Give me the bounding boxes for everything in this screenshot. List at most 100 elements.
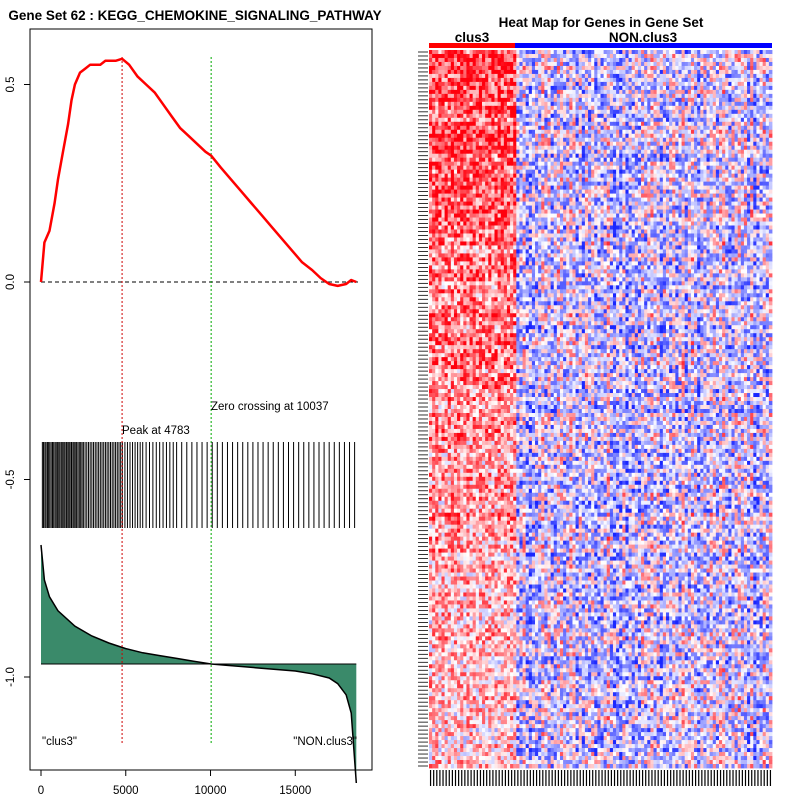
heatmap-cell [709, 73, 714, 79]
heatmap-cell [503, 145, 508, 151]
heatmap-cell [750, 125, 754, 131]
heatmap-cell [516, 165, 520, 171]
heatmap-cell [637, 89, 642, 95]
heatmap-cell [556, 213, 561, 218]
heatmap-cell [728, 201, 732, 206]
heatmap-cell [725, 125, 729, 131]
heatmap-cell [432, 149, 436, 155]
heatmap-cell [584, 177, 589, 183]
heatmap-cell [768, 113, 773, 119]
heatmap-cell [634, 85, 639, 91]
heatmap-cell [631, 53, 636, 59]
heatmap-cell [444, 181, 449, 187]
heatmap-cell [684, 129, 689, 135]
heatmap-cell [488, 153, 492, 159]
heatmap-cell [678, 109, 682, 115]
heatmap-cell [768, 137, 773, 143]
heatmap-cell [665, 113, 670, 119]
heatmap-cell [444, 129, 449, 135]
heatmap-cell [544, 217, 548, 222]
heatmap-cell [466, 197, 470, 202]
heatmap-cell [697, 157, 701, 163]
heatmap-cell [566, 169, 570, 175]
heatmap-cell [469, 93, 474, 99]
heatmap-cell [740, 57, 745, 63]
heatmap-cell [637, 145, 642, 151]
heatmap-cell [588, 109, 592, 115]
heatmap-cell [712, 69, 717, 75]
heatmap-cell [694, 157, 698, 163]
heatmap-cell [435, 189, 439, 194]
heatmap-cell [566, 85, 570, 91]
heatmap-cell [519, 209, 523, 214]
heatmap-cell [522, 133, 527, 139]
heatmap-cell [478, 93, 483, 99]
heatmap-cell [441, 141, 445, 147]
heatmap-cell [753, 165, 757, 171]
heatmap-cell [547, 125, 552, 131]
heatmap-cell [519, 201, 523, 206]
heatmap-cell [494, 93, 498, 99]
heatmap-cell [506, 165, 511, 171]
heatmap-cell [494, 101, 498, 107]
heatmap-cell [578, 133, 583, 139]
heatmap-cell [653, 105, 658, 111]
heatmap-cell [675, 57, 679, 63]
heatmap-cell [669, 201, 673, 206]
heatmap-cell [725, 109, 729, 115]
heatmap-cell [466, 145, 470, 151]
heatmap-cell [656, 177, 661, 183]
heatmap-cell [453, 197, 458, 202]
heatmap-cell [513, 69, 517, 75]
heatmap-cell [453, 73, 458, 79]
heatmap-cell [447, 113, 452, 119]
heatmap-cell [450, 81, 455, 87]
heatmap-cell [656, 201, 661, 206]
heatmap-cell [444, 221, 449, 226]
heatmap-cell [488, 113, 492, 119]
heatmap-cell [619, 69, 623, 75]
heatmap-cell [715, 161, 720, 167]
heatmap-cell [650, 165, 654, 171]
heatmap-cell [519, 113, 523, 119]
heatmap-cell [750, 157, 754, 163]
heatmap-cell [572, 149, 576, 155]
heatmap-cell [550, 189, 555, 194]
heatmap-cell [556, 121, 561, 127]
heatmap-cell [675, 165, 679, 171]
heatmap-cell [494, 221, 498, 226]
heatmap-cell [547, 173, 552, 179]
heatmap-cell [678, 105, 682, 111]
heatmap-cell [622, 149, 626, 155]
heatmap-cell [687, 61, 692, 67]
heatmap-cell [494, 157, 498, 163]
heatmap-cell [722, 161, 726, 167]
heatmap-cell [528, 77, 533, 83]
heatmap-cell [612, 85, 617, 91]
heatmap-cell [553, 77, 558, 83]
heatmap-cell [544, 201, 548, 206]
heatmap-cell [435, 97, 439, 103]
heatmap-cell [653, 205, 658, 210]
heatmap-cell [734, 133, 739, 139]
heatmap-cell [684, 205, 689, 210]
heatmap-cell [581, 165, 586, 171]
heatmap-cell [550, 133, 555, 139]
heatmap-cell [612, 93, 617, 99]
heatmap-cell [768, 69, 773, 75]
heatmap-cell [466, 161, 470, 167]
heatmap-cell [457, 173, 461, 179]
heatmap-cell [566, 153, 570, 159]
heatmap-cell [466, 89, 470, 95]
heatmap-cell [435, 185, 439, 191]
heatmap-cell [718, 101, 723, 107]
heatmap-cell [541, 197, 545, 202]
heatmap-cell [435, 213, 439, 218]
heatmap-cell [519, 97, 523, 103]
heatmap-cell [525, 89, 530, 95]
heatmap-cell [669, 145, 673, 151]
heatmap-cell [725, 50, 729, 55]
heatmap-cell [656, 149, 661, 155]
heatmap-cell [694, 109, 698, 115]
heatmap-cell [441, 129, 445, 135]
